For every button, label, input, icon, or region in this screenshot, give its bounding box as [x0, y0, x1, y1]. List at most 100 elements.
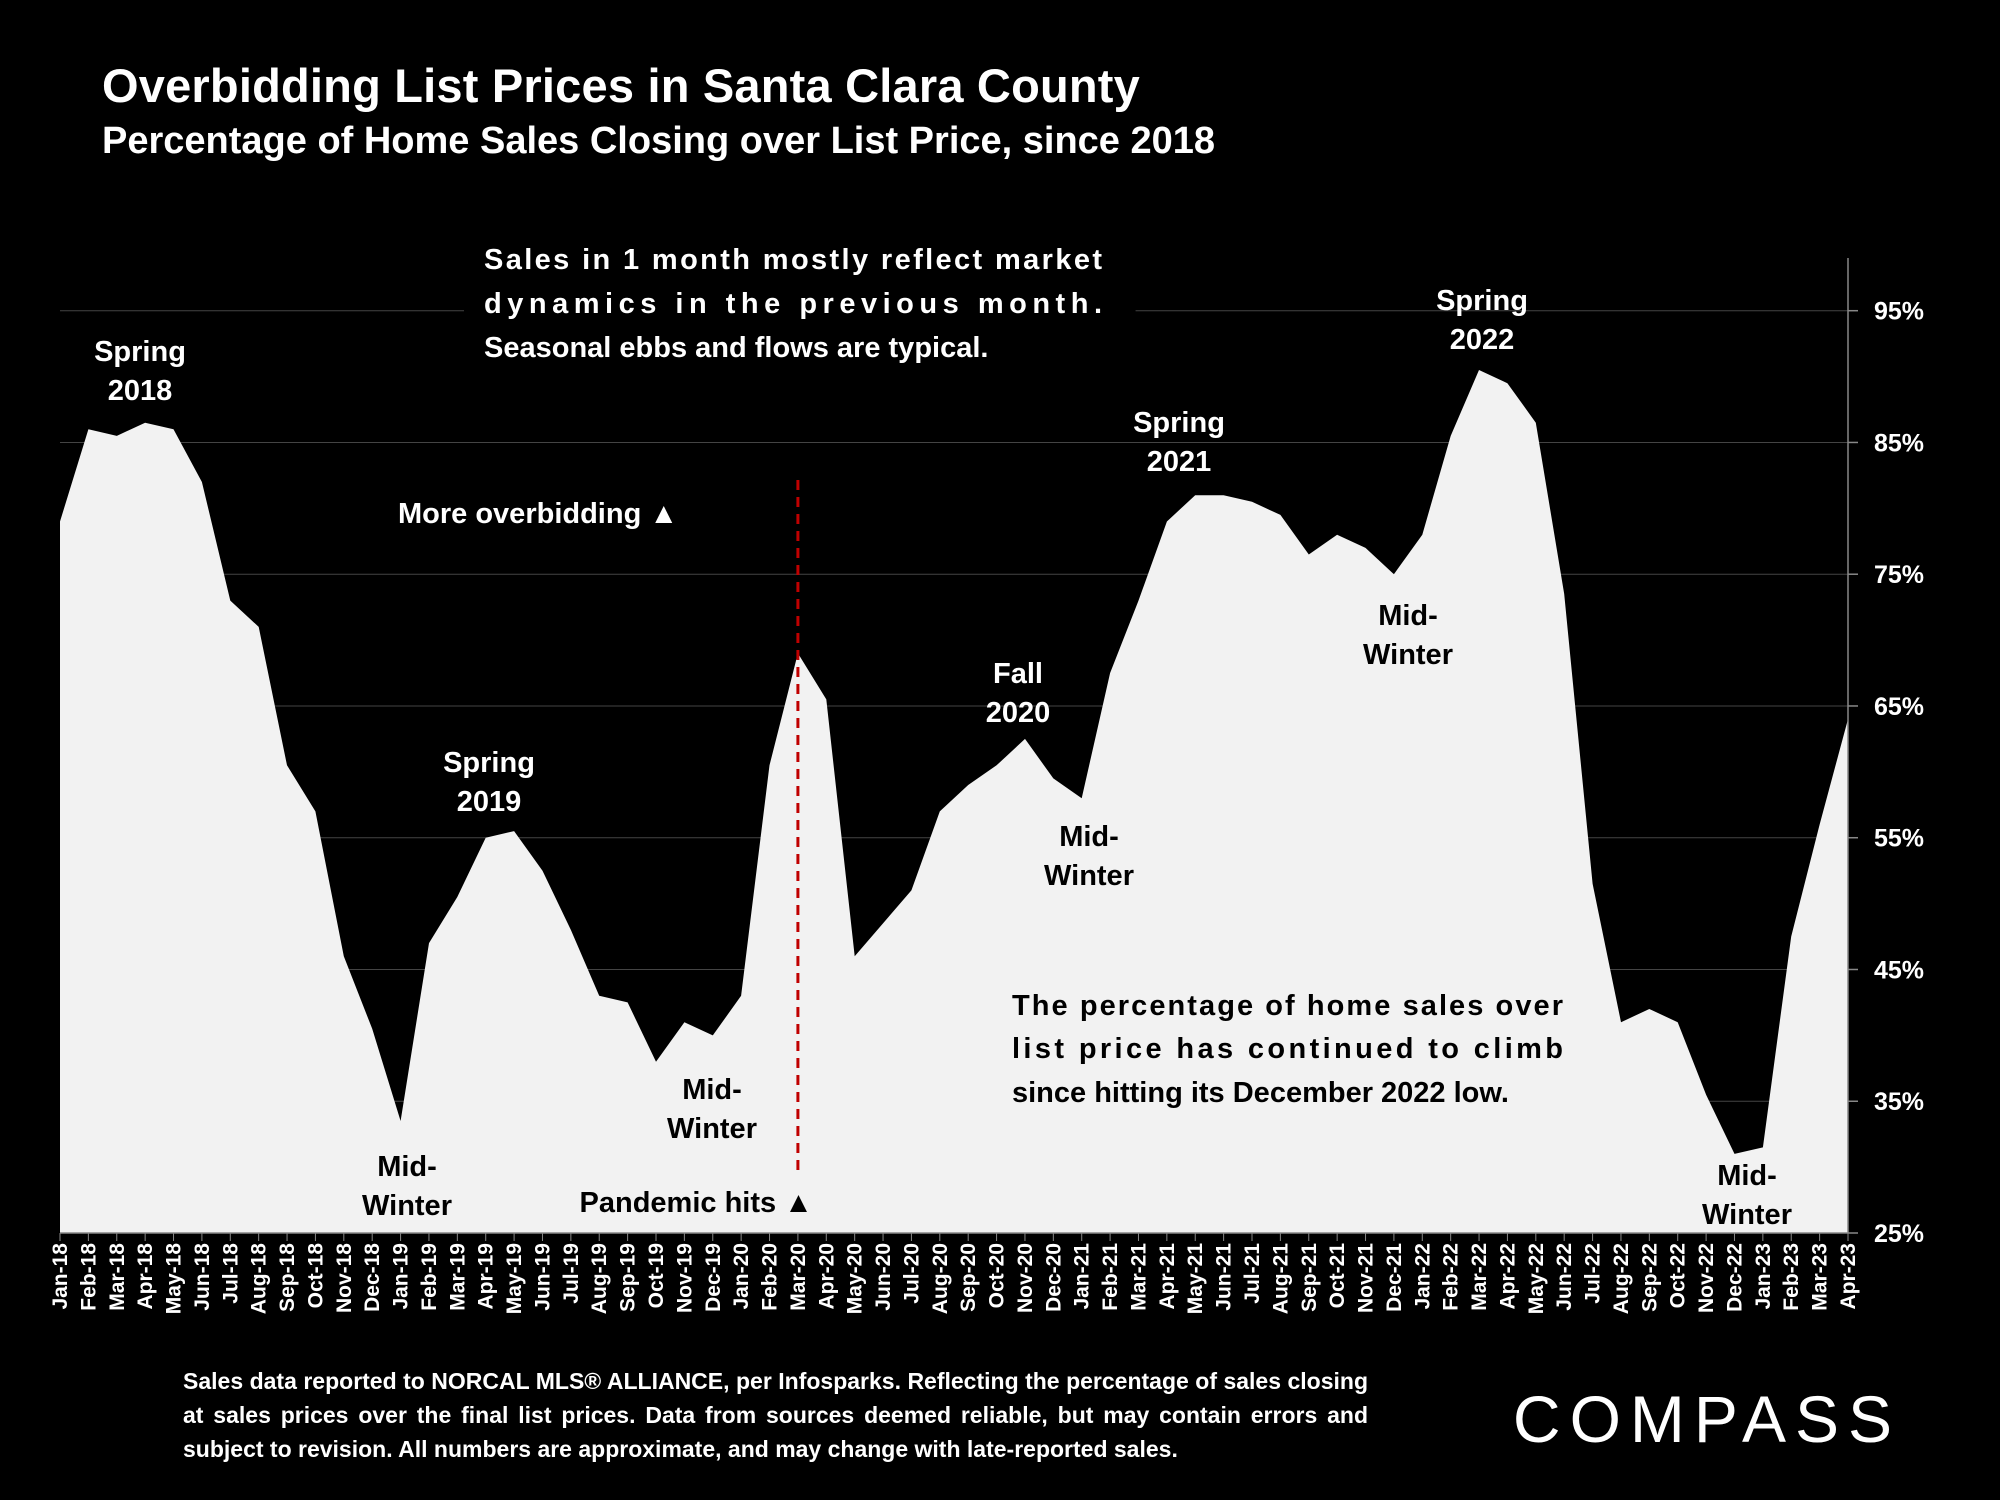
season-annotation: Mid- Winter: [362, 1151, 452, 1222]
x-tick-label: Aug-19: [588, 1243, 611, 1314]
chart-subtitle: Percentage of Home Sales Closing over Li…: [102, 120, 1216, 162]
x-tick-label: Jul-22: [1582, 1243, 1605, 1304]
season-annotation-line: 2021: [1147, 446, 1212, 478]
season-annotation-line: Spring: [94, 336, 186, 368]
y-tick-label: 45%: [1874, 956, 1924, 984]
season-annotation-line: Fall: [993, 658, 1043, 690]
area-series: [60, 370, 1848, 1233]
y-tick-label: 25%: [1874, 1220, 1924, 1248]
x-tick-label: Feb-19: [418, 1243, 441, 1311]
x-tick-label: Feb-18: [77, 1243, 100, 1311]
season-annotation-line: 2020: [986, 697, 1051, 729]
y-tick-label: 55%: [1874, 825, 1924, 853]
x-tick-label: Apr-23: [1837, 1243, 1860, 1310]
pandemic-label: Pandemic hits ▲: [580, 1187, 813, 1219]
more-overbidding-label: More overbidding ▲: [398, 498, 678, 530]
x-tick-label: Aug-20: [929, 1243, 952, 1314]
x-tick-label: Jan-20: [730, 1243, 753, 1310]
x-tick-label: Aug-21: [1269, 1243, 1292, 1314]
season-annotation-line: Mid-: [1059, 821, 1119, 853]
x-tick-label: May-21: [1184, 1243, 1207, 1315]
season-annotation-line: Winter: [667, 1113, 757, 1145]
area-chart: 95% 85% 75% 65% 55% 45% 35% 25% Jan-18 Feb-18 Mar…: [49, 240, 1925, 1315]
x-tick-label: Aug-18: [248, 1243, 271, 1314]
x-tick-label: Nov-21: [1355, 1243, 1378, 1313]
area-fill: [60, 370, 1848, 1233]
x-tick-label: Sep-20: [957, 1243, 980, 1312]
y-tick-labels: 95% 85% 75% 65% 55% 45% 35% 25%: [1874, 298, 1924, 1248]
x-tick-label: Jun-21: [1213, 1243, 1236, 1311]
pandemic-marker: Pandemic hits ▲: [580, 480, 813, 1219]
x-tick-label: Sep-19: [617, 1243, 640, 1312]
x-tick-label: Oct-20: [986, 1243, 1009, 1308]
y-tick-label: 65%: [1874, 693, 1924, 721]
x-tick-label: Oct-22: [1667, 1243, 1690, 1308]
note-bottom-line: since hitting its December 2022 low.: [1012, 1077, 1509, 1109]
x-tick-label: Mar-23: [1809, 1243, 1832, 1311]
season-annotation-line: Winter: [362, 1190, 452, 1222]
x-tick-label: Mar-19: [446, 1243, 469, 1311]
x-tick-label: Nov-18: [333, 1243, 356, 1313]
note-top-line: dynamics in the previous month.: [484, 288, 1102, 320]
x-tick-label: Oct-18: [304, 1243, 327, 1309]
season-annotation-line: Winter: [1044, 860, 1134, 892]
season-annotation: Mid- Winter: [667, 1074, 757, 1145]
x-tick-label: Mar-18: [106, 1243, 129, 1311]
chart-title: Overbidding List Prices in Santa Clara C…: [102, 59, 1140, 112]
x-tick-label: Sep-21: [1298, 1243, 1321, 1312]
x-tick-label: Feb-20: [759, 1243, 782, 1311]
x-tick-label: Jun-22: [1553, 1243, 1576, 1311]
season-annotation-line: Winter: [1702, 1199, 1792, 1231]
x-tick-labels: Jan-18 Feb-18 Mar-18 Apr-18 May-18 Jun-18 Jul-…: [49, 1243, 1860, 1315]
x-tick-label: Dec-21: [1383, 1243, 1406, 1312]
x-tick-label: Apr-21: [1156, 1243, 1179, 1310]
season-annotation-line: 2018: [108, 375, 173, 407]
season-annotation-line: 2022: [1450, 324, 1515, 356]
note-top-line: Sales in 1 month mostly reflect market: [484, 244, 1102, 276]
x-tick-label: Mar-21: [1127, 1243, 1150, 1311]
x-tick-label: Dec-19: [702, 1243, 725, 1312]
x-tick-label: Oct-19: [645, 1243, 668, 1308]
season-annotation-line: 2019: [457, 786, 522, 818]
season-annotation: Spring 2021: [1133, 407, 1225, 478]
source-footnote: Sales data reported to NORCAL MLS® ALLIA…: [183, 1368, 1368, 1462]
season-annotation-line: Spring: [1436, 285, 1528, 317]
x-tick-label: Jan-21: [1071, 1243, 1094, 1310]
x-tick-label: Jan-23: [1752, 1243, 1775, 1310]
x-tick-label: Jul-19: [560, 1243, 583, 1304]
note-top-line: Seasonal ebbs and flows are typical.: [484, 332, 988, 364]
season-annotation-line: Mid-: [377, 1151, 437, 1183]
x-tick-label: Nov-20: [1014, 1243, 1037, 1313]
y-tick-label: 35%: [1874, 1088, 1924, 1116]
x-tick-label: Sep-18: [276, 1243, 299, 1312]
logo-text: COMPASS: [1513, 1382, 1901, 1456]
x-tick-label: Feb-23: [1780, 1243, 1803, 1311]
x-tick-label: Jul-20: [900, 1243, 923, 1304]
x-tick-label: Jan-18: [49, 1243, 72, 1310]
axes: [59, 258, 1858, 1241]
y-tick-label: 95%: [1874, 298, 1924, 326]
x-tick-label: Jul-21: [1241, 1243, 1264, 1304]
season-annotation: Spring 2018: [94, 336, 186, 407]
x-tick-label: Jun-18: [191, 1243, 214, 1311]
note-bottom-line: The percentage of home sales over: [1012, 990, 1563, 1022]
x-tick-label: May-18: [163, 1243, 186, 1315]
y-tick-label: 85%: [1874, 429, 1924, 457]
season-annotation: Fall 2020: [986, 658, 1051, 729]
note-top-background: [464, 240, 1136, 368]
x-tick-label: Apr-18: [134, 1243, 157, 1310]
x-tick-label: Dec-20: [1042, 1243, 1065, 1312]
x-tick-label: Sep-22: [1638, 1243, 1661, 1312]
x-tick-label: Feb-22: [1440, 1243, 1463, 1311]
x-tick-label: Nov-19: [673, 1243, 696, 1313]
season-annotation: Spring 2022: [1436, 285, 1528, 356]
x-tick-label: Mar-22: [1468, 1243, 1491, 1311]
x-tick-label: Jul-18: [219, 1243, 242, 1304]
compass-logo: COMPASS: [1513, 1382, 1901, 1456]
season-annotation-line: Spring: [1133, 407, 1225, 439]
x-tick-label: Nov-22: [1695, 1243, 1718, 1313]
x-tick-label: Feb-21: [1099, 1243, 1122, 1311]
x-tick-label: Mar-20: [787, 1243, 810, 1311]
season-annotation-line: Mid-: [1378, 600, 1438, 632]
x-tick-label: Jun-20: [872, 1243, 895, 1311]
